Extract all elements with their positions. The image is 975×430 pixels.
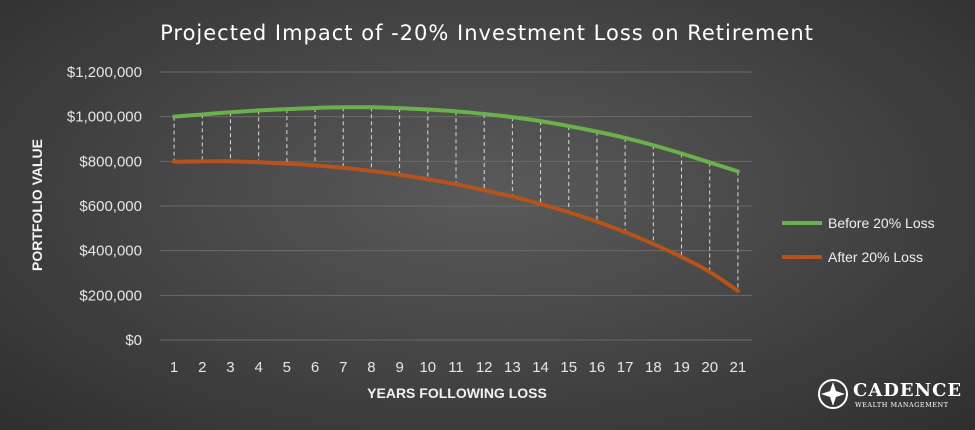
x-tick-label: 1: [170, 359, 178, 376]
legend-label: Before 20% Loss: [828, 215, 935, 231]
company-logo: CADENCE WEALTH MANAGEMENT: [818, 379, 962, 409]
y-axis-title: PORTFOLIO VALUE: [29, 139, 45, 271]
compass-icon: [818, 379, 848, 409]
y-tick-label: $0: [125, 332, 142, 349]
x-tick-label: 13: [504, 359, 521, 376]
x-tick-label: 9: [395, 359, 403, 376]
x-axis-tick-labels: 1 2 3 4 5 6 7 8 9 10 11 12 13 14 15 16 17 18 19 20 21: [170, 359, 746, 376]
y-axis-tick-labels: $0 $200,000 $400,000 $600,000 $800,000 $1,000…: [67, 64, 142, 349]
logo-tagline: WEALTH MANAGEMENT: [855, 401, 949, 409]
x-tick-label: 17: [617, 359, 634, 376]
logo-name: CADENCE: [853, 380, 962, 401]
x-tick-label: 3: [226, 359, 234, 376]
x-tick-label: 15: [560, 359, 577, 376]
x-tick-label: 10: [419, 359, 436, 376]
series-lines: [172, 105, 740, 293]
chart-title: Projected Impact of -20% Investment Loss…: [160, 21, 814, 45]
x-tick-label: 8: [367, 359, 375, 376]
x-tick-label: 12: [476, 359, 493, 376]
series-line-before-loss: [172, 105, 740, 174]
x-tick-label: 19: [673, 359, 690, 376]
legend-label: After 20% Loss: [828, 249, 923, 265]
y-tick-label: $800,000: [79, 153, 142, 170]
x-tick-label: 21: [730, 359, 747, 376]
x-tick-label: 2: [198, 359, 206, 376]
series-line-after-loss: [172, 159, 740, 293]
y-tick-label: $1,200,000: [67, 64, 142, 81]
y-tick-label: $600,000: [79, 198, 142, 215]
y-tick-label: $200,000: [79, 287, 142, 304]
legend: Before 20% Loss After 20% Loss: [782, 215, 935, 265]
x-tick-label: 20: [701, 359, 718, 376]
x-tick-label: 6: [311, 359, 319, 376]
compass-star-icon: [821, 382, 845, 406]
x-tick-label: 14: [532, 359, 549, 376]
x-tick-label: 5: [283, 359, 291, 376]
x-tick-label: 18: [645, 359, 662, 376]
y-tick-label: $400,000: [79, 243, 142, 260]
x-tick-label: 11: [448, 359, 464, 376]
drop-lines: [173, 107, 739, 291]
x-tick-label: 7: [339, 359, 347, 376]
x-axis-title: YEARS FOLLOWING LOSS: [367, 385, 547, 401]
y-tick-label: $1,000,000: [67, 109, 142, 126]
x-tick-label: 4: [254, 359, 262, 376]
x-tick-label: 16: [589, 359, 606, 376]
